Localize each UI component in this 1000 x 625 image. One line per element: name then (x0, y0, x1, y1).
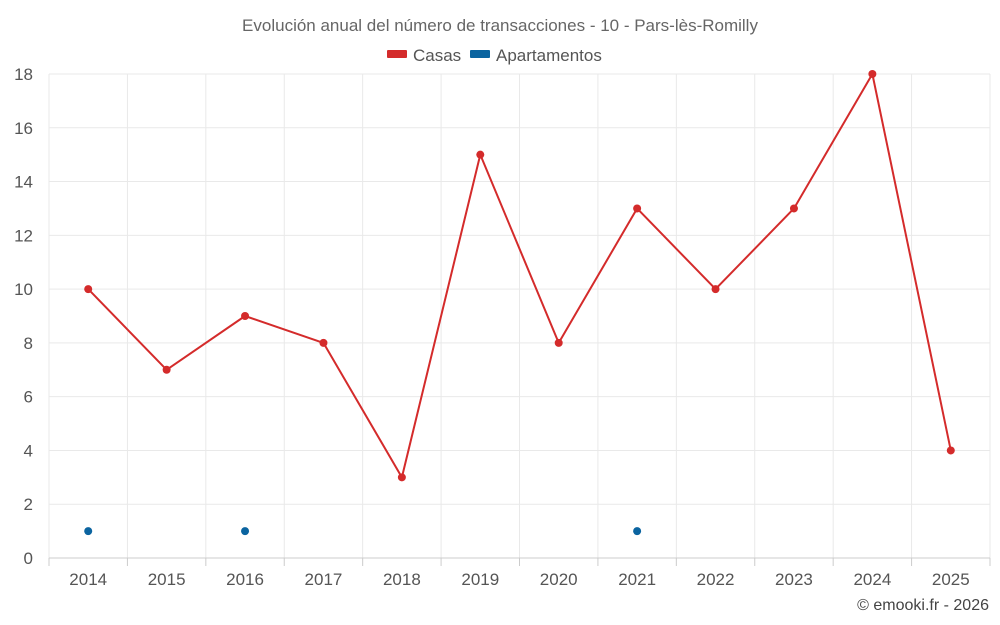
data-point-casas[interactable] (554, 338, 563, 347)
y-tick-label: 12 (14, 226, 33, 245)
data-point-casas[interactable] (84, 285, 93, 294)
y-axis-ticks: 0 2 4 6 8 10 12 14 16 18 (14, 65, 33, 568)
data-point-apartamentos[interactable] (241, 527, 250, 536)
x-tick-label: 2014 (69, 570, 107, 589)
data-point-apartamentos[interactable] (633, 527, 642, 536)
chart-title: Evolución anual del número de transaccio… (242, 16, 758, 35)
data-point-casas[interactable] (789, 204, 798, 213)
series-casas (84, 70, 955, 482)
y-tick-label: 0 (24, 549, 33, 568)
data-point-casas[interactable] (711, 285, 720, 294)
x-axis-ticks: 2014 2015 2016 2017 2018 2019 2020 2021 2022 2023… (69, 570, 969, 589)
x-tick-label: 2024 (853, 570, 891, 589)
y-tick-label: 14 (14, 173, 33, 192)
legend-item-apartamentos[interactable]: Apartamentos (470, 46, 602, 65)
legend-label-casas: Casas (413, 46, 461, 65)
x-tick-label: 2023 (775, 570, 813, 589)
series (84, 70, 955, 536)
data-point-casas[interactable] (633, 204, 642, 213)
y-tick-label: 8 (24, 334, 33, 353)
x-tick-label: 2020 (540, 570, 578, 589)
x-tick-label: 2018 (383, 570, 421, 589)
x-tick-label: 2021 (618, 570, 656, 589)
x-tick-label: 2019 (461, 570, 499, 589)
copyright-text: © emooki.fr - 2026 (857, 597, 989, 614)
data-point-casas[interactable] (868, 70, 877, 78)
data-point-casas[interactable] (476, 150, 485, 159)
x-tick-label: 2015 (148, 570, 186, 589)
legend-swatch-casas (387, 50, 407, 58)
data-point-casas[interactable] (946, 446, 955, 455)
data-point-casas[interactable] (162, 365, 171, 374)
x-tick-label: 2025 (932, 570, 970, 589)
x-tick-label: 2016 (226, 570, 264, 589)
legend-label-apartamentos: Apartamentos (496, 46, 602, 65)
legend-swatch-apartamentos (470, 50, 490, 58)
legend-item-casas[interactable]: Casas (387, 46, 461, 65)
data-point-casas[interactable] (241, 312, 250, 320)
data-point-casas[interactable] (319, 338, 328, 347)
data-point-casas[interactable] (397, 473, 406, 482)
data-point-apartamentos[interactable] (84, 527, 93, 536)
grid (48, 73, 991, 566)
series-line-casas (87, 73, 952, 479)
x-tick-label: 2022 (697, 570, 735, 589)
series-apartamentos (84, 527, 642, 536)
y-tick-label: 18 (14, 65, 33, 84)
legend: Casas Apartamentos (387, 46, 602, 65)
y-tick-label: 10 (14, 280, 33, 299)
y-tick-label: 4 (24, 441, 33, 460)
y-tick-label: 16 (14, 119, 33, 138)
y-tick-label: 2 (24, 495, 33, 514)
y-tick-label: 6 (24, 388, 33, 407)
x-tick-label: 2017 (305, 570, 343, 589)
